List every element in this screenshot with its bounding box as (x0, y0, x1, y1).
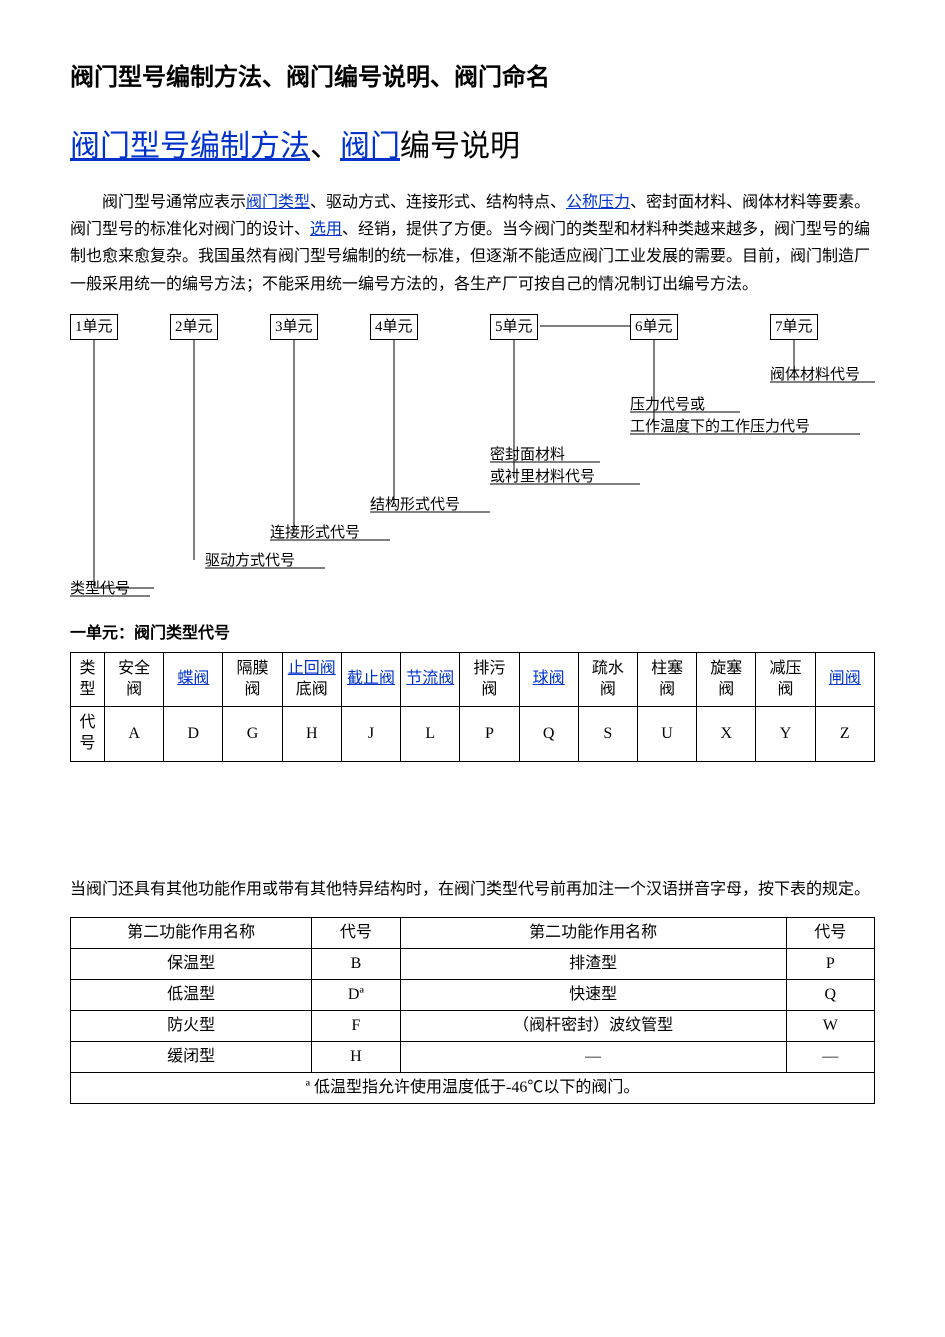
t1-code-cell: S (578, 707, 637, 762)
t1-type-cell: 节流阀 (401, 652, 460, 707)
diagram-unit-box: 3单元 (270, 314, 318, 341)
sub-title-link-1[interactable]: 阀门型号编制方法 (70, 130, 310, 163)
t1-type-suffix: 底阀 (296, 681, 328, 698)
t1-code-cell: X (697, 707, 756, 762)
t2-cell: 缓闭型 (71, 1042, 312, 1073)
t2-cell: Q (786, 980, 874, 1011)
t1-type-cell: 球阀 (519, 652, 578, 707)
t1-type-link[interactable]: 球阀 (533, 670, 565, 687)
t2-cell: H (312, 1042, 400, 1073)
t2-header: 第二功能作用名称 (71, 918, 312, 949)
link-nominal-pressure[interactable]: 公称压力 (566, 194, 630, 211)
diagram-unit-box: 1单元 (70, 314, 118, 341)
t1-code-cell: Q (519, 707, 578, 762)
t1-code-cell: D (164, 707, 223, 762)
t1-type-link[interactable]: 截止阀 (347, 670, 395, 687)
diagram-unit-box: 6单元 (630, 314, 678, 341)
t1-type-cell: 疏水阀 (578, 652, 637, 707)
diagram-unit-box: 2单元 (170, 314, 218, 341)
diagram-label: 类型代号 (70, 578, 130, 601)
diagram-label: 或衬里材料代号 (490, 466, 595, 489)
t1-type-cell: 止回阀底阀 (282, 652, 341, 707)
link-selection[interactable]: 选用 (310, 221, 342, 238)
t2-header: 第二功能作用名称 (400, 918, 786, 949)
t2-cell: （阀杆密封）波纹管型 (400, 1011, 786, 1042)
t1-rowhead-type: 类型 (71, 652, 105, 707)
sub-title-tail: 编号说明 (400, 130, 520, 163)
diagram-label: 密封面材料 (490, 444, 565, 467)
t1-code-cell: Y (756, 707, 815, 762)
diagram-unit-box: 7单元 (770, 314, 818, 341)
t2-cell: — (400, 1042, 786, 1073)
t1-type-cell: 蝶阀 (164, 652, 223, 707)
t2-cell: 低温型 (71, 980, 312, 1011)
t2-cell: W (786, 1011, 874, 1042)
t1-type-link[interactable]: 闸阀 (829, 670, 861, 687)
t1-type-cell: 隔膜阀 (223, 652, 282, 707)
valve-type-code-table: 类型安全阀蝶阀隔膜阀止回阀底阀截止阀节流阀排污阀球阀疏水阀柱塞阀旋塞阀减压阀闸阀… (70, 652, 875, 762)
t2-cell: F (312, 1011, 400, 1042)
diagram-label: 结构形式代号 (370, 494, 460, 517)
t2-footnote: ª 低温型指允许使用温度低于-46℃以下的阀门。 (71, 1073, 875, 1104)
t1-type-link[interactable]: 蝶阀 (177, 670, 209, 687)
diagram-unit-box: 5单元 (490, 314, 538, 341)
t1-code-cell: P (460, 707, 519, 762)
t1-type-cell: 旋塞阀 (697, 652, 756, 707)
diagram-unit-box: 4单元 (370, 314, 418, 341)
t1-type-cell: 安全阀 (105, 652, 164, 707)
t1-type-cell: 排污阀 (460, 652, 519, 707)
t1-type-cell: 闸阀 (815, 652, 874, 707)
t1-code-cell: L (401, 707, 460, 762)
section-1-header: 一单元：阀门类型代号 (70, 622, 875, 646)
t2-cell: P (786, 949, 874, 980)
second-function-table: 第二功能作用名称代号第二功能作用名称代号保温型B排渣型P低温型Dª快速型Q防火型… (70, 917, 875, 1104)
numbering-diagram: 1单元 2单元 3单元 4单元 5单元 6单元 7单元阀体材料代号压力代号或工作温度下的工作… (70, 312, 875, 602)
diagram-label: 驱动方式代号 (205, 550, 295, 573)
t2-cell: 保温型 (71, 949, 312, 980)
t1-type-cell: 截止阀 (341, 652, 400, 707)
t1-rowhead-code: 代号 (71, 707, 105, 762)
t1-type-cell: 减压阀 (756, 652, 815, 707)
main-title: 阀门型号编制方法、阀门编号说明、阀门命名 (70, 60, 875, 96)
t1-type-cell: 柱塞阀 (637, 652, 696, 707)
para-text: 、驱动方式、连接形式、结构特点、 (310, 194, 566, 211)
t1-code-cell: G (223, 707, 282, 762)
t2-cell: 排渣型 (400, 949, 786, 980)
t2-header: 代号 (312, 918, 400, 949)
t1-type-link[interactable]: 止回阀 (288, 660, 336, 677)
sub-title-link-2[interactable]: 阀门 (340, 130, 400, 163)
sub-title: 阀门型号编制方法、阀门编号说明 (70, 124, 875, 169)
diagram-label: 连接形式代号 (270, 522, 360, 545)
t1-code-cell: H (282, 707, 341, 762)
diagram-label: 工作温度下的工作压力代号 (630, 416, 810, 439)
paragraph-2: 当阀门还具有其他功能作用或带有其他特异结构时，在阀门类型代号前再加注一个汉语拼音… (70, 876, 875, 903)
t1-code-cell: J (341, 707, 400, 762)
t1-code-cell: A (105, 707, 164, 762)
t2-cell: 防火型 (71, 1011, 312, 1042)
para-text: 阀门型号通常应表示 (102, 194, 246, 211)
t2-cell: B (312, 949, 400, 980)
link-valve-type[interactable]: 阀门类型 (246, 194, 310, 211)
t1-type-link[interactable]: 节流阀 (406, 670, 454, 687)
t2-cell: 快速型 (400, 980, 786, 1011)
t2-cell: Dª (312, 980, 400, 1011)
t2-header: 代号 (786, 918, 874, 949)
t1-code-cell: U (637, 707, 696, 762)
intro-paragraph: 阀门型号通常应表示阀门类型、驱动方式、连接形式、结构特点、公称压力、密封面材料、… (70, 189, 875, 298)
diagram-label: 阀体材料代号 (770, 364, 860, 387)
sub-title-sep: 、 (310, 130, 340, 163)
t2-cell: — (786, 1042, 874, 1073)
t1-code-cell: Z (815, 707, 874, 762)
diagram-label: 压力代号或 (630, 394, 705, 417)
